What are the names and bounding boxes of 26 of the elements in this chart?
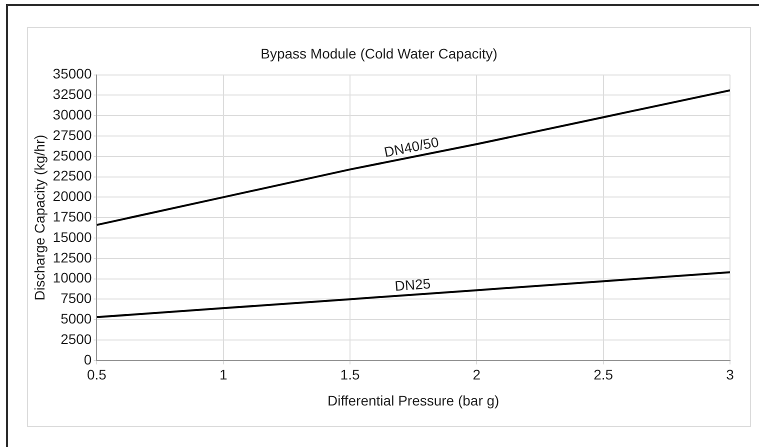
y-tick-label: 25000 (52, 147, 92, 164)
x-tick-label: 1.5 (340, 366, 360, 383)
y-tick-label: 35000 (52, 66, 92, 82)
text: DN40/50 (382, 134, 440, 160)
x-tick-label: 0.5 (86, 366, 107, 383)
x-tick-label: 2.5 (594, 366, 614, 383)
y-tick-label: 7500 (60, 290, 92, 306)
y-tick-label: 17500 (52, 208, 92, 224)
y-tick-label: 2500 (60, 330, 92, 347)
y-tick-label: 10000 (52, 270, 92, 286)
x-tick-label: 1 (219, 366, 228, 383)
y-tick-label: 27500 (52, 126, 92, 143)
series-label: DN25 (394, 275, 432, 294)
y-tick-label: 32500 (52, 86, 92, 102)
x-tick-label: 3 (726, 366, 734, 383)
x-tick-label: 2 (472, 366, 481, 383)
y-tick-label: 20000 (52, 188, 92, 204)
y-tick-label: 15000 (52, 228, 92, 245)
y-tick-label: 0 (84, 351, 92, 368)
chart-title: Bypass Module (Cold Water Capacity) (260, 45, 498, 62)
x-axis-title: Differential Pressure (bar g) (328, 392, 500, 408)
y-tick-label: 5000 (60, 310, 92, 326)
y-tick-label: 30000 (52, 106, 92, 122)
y-tick-label: 22500 (52, 168, 92, 184)
y-axis-title: Discharge Capacity (kg/hr) (31, 134, 48, 300)
y-tick-label: 12500 (52, 249, 92, 266)
